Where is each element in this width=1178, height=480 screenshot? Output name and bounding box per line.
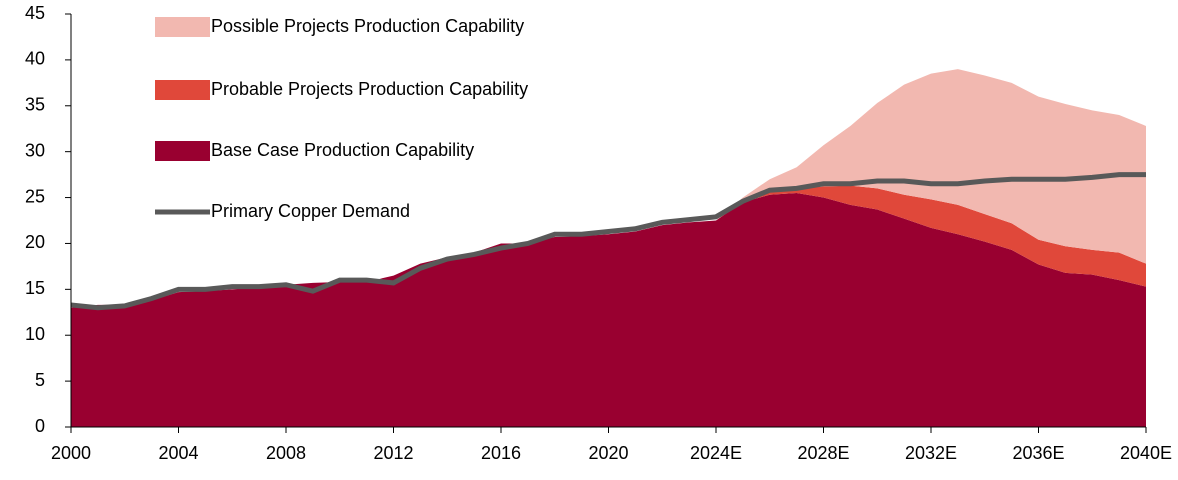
legend-label: Probable Projects Production Capability: [211, 79, 528, 99]
legend-label: Primary Copper Demand: [211, 201, 410, 221]
x-tick-label: 2040E: [1120, 443, 1172, 463]
y-tick-label: 40: [25, 49, 45, 69]
legend-swatch: [155, 80, 210, 100]
line: [70, 172, 1146, 311]
y-tick-label: 10: [25, 324, 45, 344]
area: [71, 69, 1146, 308]
x-tick-label: 2008: [266, 443, 306, 463]
x-tick-label: 2012: [373, 443, 413, 463]
x-tick-label: 2000: [51, 443, 91, 463]
y-tick-label: 30: [25, 140, 45, 160]
y-tick-label: 15: [25, 278, 45, 298]
x-tick-label: 2032E: [905, 443, 957, 463]
legend-label: Base Case Production Capability: [211, 140, 474, 160]
y-tick-label: 20: [25, 232, 45, 252]
y-tick-label: 0: [35, 416, 45, 436]
x-tick-label: 2028E: [797, 443, 849, 463]
x-tick-label: 2036E: [1012, 443, 1064, 463]
y-tick-label: 5: [35, 370, 45, 390]
area: [71, 192, 1146, 427]
legend-label: Possible Projects Production Capability: [211, 16, 524, 36]
x-tick-label: 2004: [158, 443, 198, 463]
legend-swatch: [155, 141, 210, 161]
legend-swatch: [155, 17, 210, 37]
x-tick-label: 2020: [588, 443, 628, 463]
y-tick-label: 25: [25, 186, 45, 206]
y-tick-label: 45: [25, 3, 45, 23]
y-tick-label: 35: [25, 95, 45, 115]
x-tick-label: 2016: [481, 443, 521, 463]
x-tick-label: 2024E: [690, 443, 742, 463]
